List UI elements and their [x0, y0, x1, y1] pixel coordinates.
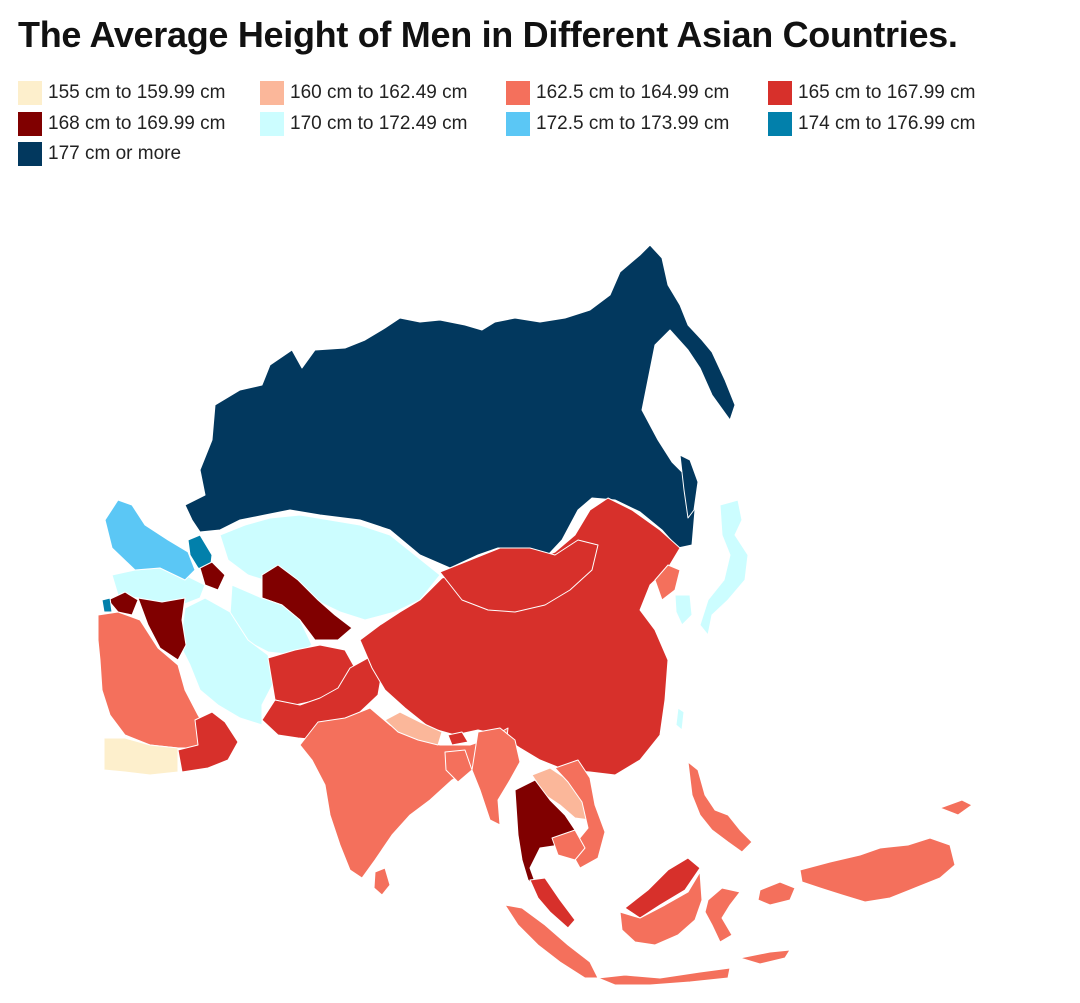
legend-label: 170 cm to 172.49 cm — [290, 113, 468, 134]
region-taiwan — [675, 707, 685, 731]
legend-item-174-176: 174 cm to 176.99 cm — [768, 111, 975, 137]
region-sakhalin — [679, 454, 699, 519]
legend-swatch — [18, 81, 42, 105]
legend-swatch — [260, 112, 284, 136]
legend-swatch — [506, 81, 530, 105]
region-cambodia — [551, 829, 586, 861]
legend-label: 155 cm to 159.99 cm — [48, 82, 226, 103]
region-timor — [739, 949, 791, 965]
region-japan — [699, 499, 749, 636]
region-borneo-malaysia — [624, 857, 701, 919]
legend-label: 165 cm to 167.99 cm — [798, 82, 976, 103]
legend-label: 162.5 cm to 164.99 cm — [536, 82, 730, 103]
legend-swatch — [768, 112, 792, 136]
region-nepal — [384, 711, 443, 746]
legend-item-168-169: 168 cm to 169.99 cm — [18, 111, 225, 137]
region-yemen — [103, 737, 179, 776]
region-mongolia — [439, 539, 599, 613]
legend-item-170-172: 170 cm to 172.49 cm — [260, 111, 467, 137]
legend-item-177-plus: 177 cm or more — [18, 141, 181, 167]
region-borneo-indonesia — [619, 871, 703, 946]
region-sulawesi — [704, 887, 741, 943]
legend-swatch — [18, 112, 42, 136]
region-islands-east — [939, 799, 973, 816]
region-levant — [107, 591, 139, 616]
region-papua — [799, 837, 956, 903]
legend-swatch — [18, 142, 42, 166]
legend-label: 172.5 cm to 173.99 cm — [536, 113, 730, 134]
region-sri-lanka — [373, 867, 391, 896]
legend-item-155-159: 155 cm to 159.99 cm — [18, 80, 225, 106]
region-vietnam — [554, 759, 606, 869]
region-sumatra — [504, 904, 599, 979]
region-lebanon — [101, 597, 113, 613]
legend-item-162-164: 162.5 cm to 164.99 cm — [506, 80, 729, 106]
region-russia — [184, 244, 736, 569]
legend-swatch — [768, 81, 792, 105]
legend-label: 174 cm to 176.99 cm — [798, 113, 976, 134]
region-bhutan — [447, 731, 469, 746]
region-iraq — [137, 597, 187, 661]
region-turkey-top — [104, 499, 196, 581]
region-philippines — [687, 761, 753, 853]
region-malaysia — [529, 877, 576, 929]
region-azerbaijan — [199, 561, 226, 591]
legend-swatch — [260, 81, 284, 105]
region-thailand — [514, 779, 576, 891]
legend-item-172-173: 172.5 cm to 173.99 cm — [506, 111, 729, 137]
region-east-islands — [757, 881, 796, 906]
legend-item-165-167: 165 cm to 167.99 cm — [768, 80, 975, 106]
legend-label: 160 cm to 162.49 cm — [290, 82, 468, 103]
legend-swatch — [506, 112, 530, 136]
region-bangladesh — [444, 749, 473, 783]
legend-label: 168 cm to 169.99 cm — [48, 113, 226, 134]
legend-item-160-162: 160 cm to 162.49 cm — [260, 80, 467, 106]
map-title: The Average Height of Men in Different A… — [18, 14, 958, 55]
region-north-korea — [654, 564, 681, 601]
region-java — [597, 967, 731, 986]
region-iran — [179, 597, 276, 726]
region-south-korea — [674, 594, 693, 626]
region-oman — [177, 711, 239, 773]
legend-label: 177 cm or more — [48, 143, 182, 164]
region-myanmar — [471, 727, 521, 826]
